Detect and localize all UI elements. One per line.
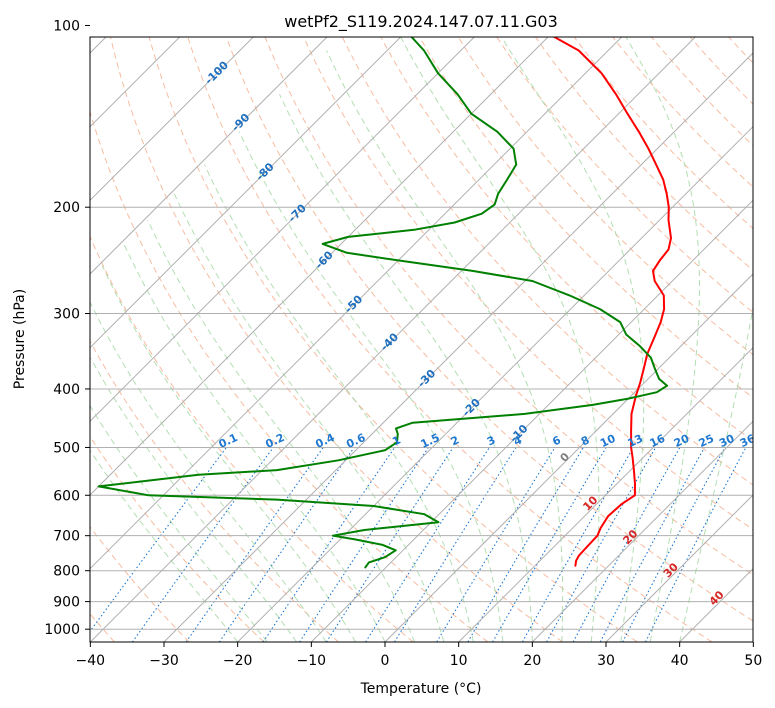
- isotherm-line: [90, 37, 255, 202]
- isotherm-line: [310, 199, 753, 642]
- mixing-ratio-line: [546, 447, 657, 642]
- moist-adiabat: [90, 404, 268, 642]
- mixing-ratio-line: [622, 447, 726, 642]
- dry-adiabat: [109, 37, 563, 642]
- temperature-line: [552, 37, 672, 567]
- isotherm-line: [90, 37, 402, 349]
- chart-title: wetPf2_S119.2024.147.07.11.G03: [284, 12, 558, 32]
- mixing-ratio-line: [185, 447, 324, 642]
- mixing-ratio-label: 10: [598, 432, 618, 450]
- mixing-ratio-line: [262, 447, 396, 642]
- y-tick-label: 600: [53, 488, 80, 504]
- y-axis-label: Pressure (hPa): [12, 289, 28, 389]
- mixing-ratio-line: [218, 447, 355, 642]
- x-tick-label: 20: [523, 653, 541, 669]
- x-tick-label: 50: [744, 653, 762, 669]
- mixing-ratio-label: 36: [738, 432, 758, 450]
- moist-adiabat: [123, 243, 386, 642]
- dry-adiabats: [90, 37, 753, 642]
- dry-adiabat: [341, 37, 753, 486]
- dry-adiabat: [303, 37, 753, 531]
- y-tick-label: 1000: [44, 622, 80, 638]
- isotherm-line: [531, 420, 753, 642]
- dry-adiabat: [264, 37, 753, 576]
- isotherm-line: [384, 273, 753, 642]
- moist-adiabat: [279, 94, 533, 642]
- moist-adiabat: [400, 37, 600, 642]
- y-tick-label: 200: [53, 200, 80, 216]
- moist-adiabat: [147, 219, 415, 642]
- mixing-ratio-line: [467, 447, 584, 642]
- profile-series: [97, 37, 672, 569]
- y-tick-label: 700: [53, 529, 80, 545]
- isotherm-line: [90, 37, 476, 423]
- mixing-ratio-labels: 0.1 0.2 0.4 0.6 1 1.5 2 3 4 6 8 10 13 16 20 25 30 36: [217, 431, 758, 451]
- x-tick-label: 0: [381, 653, 390, 669]
- x-tick-label: −10: [297, 653, 327, 669]
- mixing-ratio-line: [436, 447, 556, 642]
- x-tick-label: −30: [149, 653, 179, 669]
- x-tick-label: −40: [76, 653, 106, 669]
- isotherm-line: [163, 52, 753, 642]
- mixing-ratio-label: 13: [626, 432, 645, 450]
- x-axis-label: Temperature (°C): [360, 681, 482, 697]
- mixing-ratio-line: [299, 447, 429, 642]
- y-tick-label: 300: [53, 307, 80, 323]
- isotherm-line: [237, 125, 753, 642]
- moist-adiabat: [679, 304, 753, 642]
- dewpoint-line: [97, 37, 669, 569]
- plot-frame: [89, 36, 754, 643]
- moist-adiabat: [204, 164, 474, 642]
- isotherm-line: [90, 37, 328, 275]
- dry-adiabat: [225, 37, 753, 622]
- mixing-ratio-label: 25: [697, 432, 716, 450]
- isobar-gridlines: [90, 206, 753, 630]
- dry-adiabat: [90, 340, 339, 642]
- plot-area: -100-90-80-70-60-50-40-30-20-10010203040…: [90, 37, 758, 642]
- x-axis-ticks: −40 −30 −20 −10 0 10 20 30 40 50: [76, 642, 762, 669]
- isotherm-gridlines: [90, 37, 753, 642]
- isotherm-line: [605, 494, 753, 642]
- mixing-ratio-lines: [90, 447, 747, 642]
- dry-adiabat: [90, 235, 414, 642]
- moist-adiabat: [625, 37, 701, 642]
- mixing-ratio-label: 20: [672, 432, 692, 450]
- x-tick-label: 40: [671, 653, 689, 669]
- y-tick-label: 100: [53, 18, 80, 34]
- isotherm-line: [458, 346, 753, 642]
- moist-adiabat: [326, 50, 564, 642]
- x-tick-label: 30: [597, 653, 615, 669]
- y-axis-ticks: 100 200 300 400 500 600 700 800 900 1000: [44, 18, 90, 638]
- y-tick-label: 500: [53, 440, 80, 456]
- dry-adiabat: [148, 37, 638, 642]
- moist-adiabat: [500, 37, 645, 642]
- dry-adiabat: [187, 37, 713, 642]
- moist-adiabat: [101, 265, 356, 642]
- y-tick-label: 800: [53, 564, 80, 580]
- x-tick-label: −20: [223, 653, 253, 669]
- mixing-ratio-line: [325, 447, 454, 642]
- y-tick-label: 400: [53, 382, 80, 398]
- x-tick-label: 10: [450, 653, 468, 669]
- mixing-ratio-line: [365, 447, 490, 642]
- isotherm-line: [90, 37, 549, 496]
- moist-adiabat: [173, 193, 445, 642]
- moist-adiabat: [90, 449, 239, 642]
- isotherm-line: [90, 37, 697, 642]
- mixing-ratio-line: [522, 447, 634, 642]
- y-tick-label: 900: [53, 595, 80, 611]
- mixing-ratio-label: 16: [648, 432, 668, 450]
- mixing-ratio-label: 30: [717, 432, 737, 450]
- isotherm-line: [90, 37, 623, 570]
